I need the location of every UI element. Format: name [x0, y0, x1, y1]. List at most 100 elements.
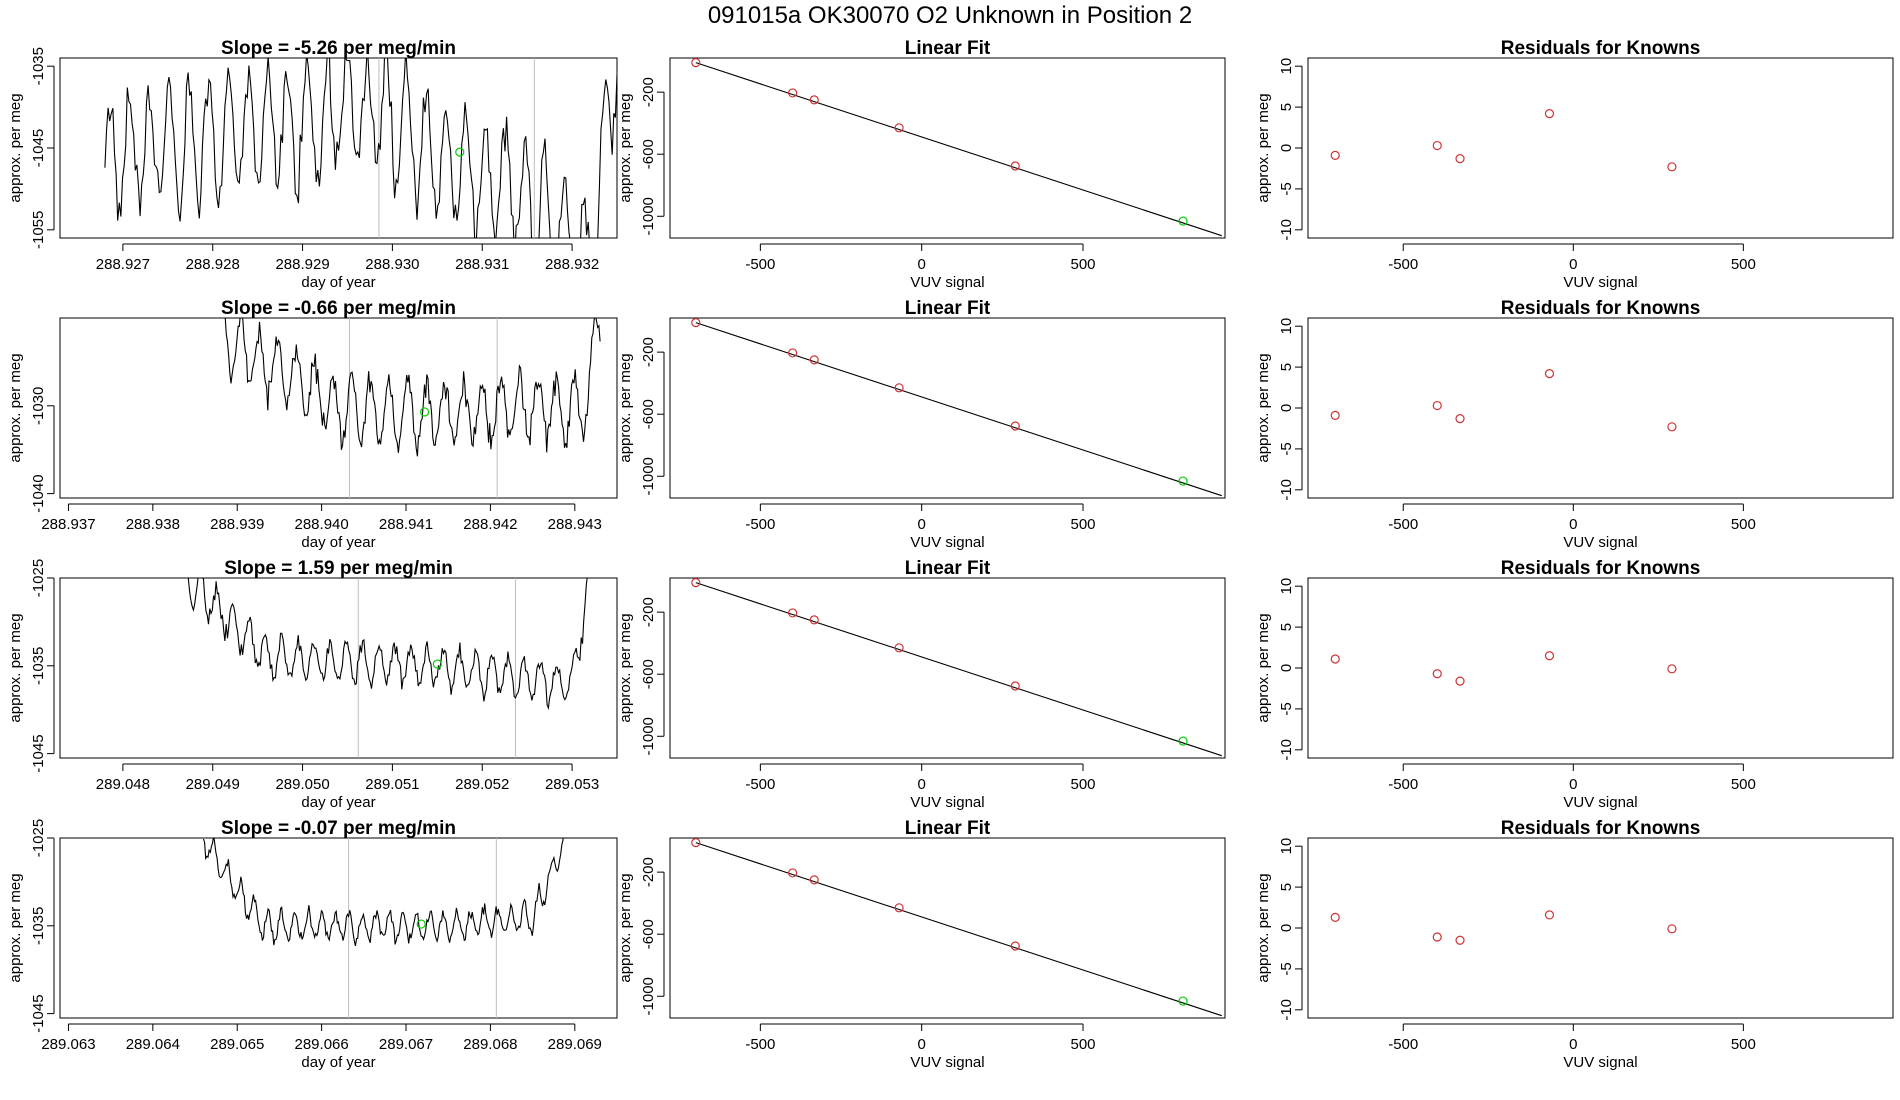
residual-point	[1330, 912, 1340, 922]
x-tick-label: 288.927	[96, 256, 150, 273]
x-tick-label: -500	[1388, 256, 1418, 273]
y-tick-label: -200	[640, 597, 657, 627]
known-standard-point	[1010, 161, 1020, 171]
known-standard-point	[788, 88, 798, 98]
plot-title: Residuals for Knowns	[1501, 38, 1701, 59]
x-tick-label: -500	[1388, 516, 1418, 533]
y-axis-label: approx. per meg	[1255, 613, 1272, 722]
known-standard-point	[788, 868, 798, 878]
unknown-point	[1178, 476, 1188, 486]
timeseries-trace	[224, 318, 601, 457]
plot-title: Residuals for Knowns	[1501, 298, 1701, 319]
residual-point	[1544, 109, 1555, 119]
plot-frame	[669, 317, 1226, 499]
fit-line	[695, 582, 1222, 757]
x-tick-label: 0	[1569, 776, 1577, 793]
y-tick-label: -5	[1278, 442, 1295, 455]
y-tick-label: 10	[1278, 578, 1295, 595]
x-tick-label: -500	[745, 516, 775, 533]
x-tick-label: 0	[918, 516, 926, 533]
known-standard-point	[809, 355, 819, 365]
plot-title: Linear Fit	[905, 298, 991, 319]
y-tick-label: -200	[640, 77, 657, 107]
residual-point	[1544, 651, 1555, 661]
timeseries-trace	[187, 578, 588, 711]
known-standard-point	[894, 643, 904, 653]
timeseries-trace	[202, 838, 564, 947]
x-tick-label: 289.053	[545, 776, 599, 793]
y-tick-label: -10	[1278, 219, 1295, 241]
plot-frame	[59, 317, 618, 499]
known-standard-point	[1010, 421, 1020, 431]
y-tick-label: 10	[1278, 318, 1295, 335]
y-axis-label: approx. per meg	[7, 93, 24, 202]
y-tick-label: -1030	[30, 387, 47, 425]
plot-title: Residuals for Knowns	[1501, 558, 1701, 579]
y-tick-label: -600	[640, 919, 657, 949]
plot-title: Linear Fit	[905, 38, 991, 59]
residuals-panel-r2-c2: Residuals for Knowns -500 0 500 VUV signal 10…	[1255, 558, 1894, 811]
unknown-sample-marker	[455, 147, 465, 157]
x-tick-label: -500	[1388, 776, 1418, 793]
x-axis-label: VUV signal	[910, 534, 984, 551]
x-tick-label: 0	[918, 776, 926, 793]
x-tick-label: 288.941	[379, 516, 433, 533]
y-tick-label: -1000	[640, 977, 657, 1015]
y-axis-label: approx. per meg	[617, 353, 634, 462]
x-tick-label: 288.939	[210, 516, 264, 533]
y-tick-label: -1025	[30, 819, 47, 857]
x-tick-label: 288.928	[186, 256, 240, 273]
y-axis-label: approx. per meg	[617, 613, 634, 722]
x-tick-label: 500	[1071, 516, 1096, 533]
y-tick-label: -5	[1278, 962, 1295, 975]
y-tick-label: -600	[640, 399, 657, 429]
x-tick-label: 288.937	[41, 516, 95, 533]
x-axis-label: VUV signal	[910, 1054, 984, 1071]
y-tick-label: -1045	[30, 129, 47, 167]
x-axis-label: day of year	[301, 1054, 375, 1071]
y-tick-label: 5	[1278, 623, 1295, 631]
y-axis-label: approx. per meg	[1255, 93, 1272, 202]
residual-point	[1455, 935, 1465, 945]
y-tick-label: -200	[640, 337, 657, 367]
x-tick-label: 500	[1731, 1036, 1756, 1053]
y-tick-label: 10	[1278, 58, 1295, 75]
residual-point	[1667, 664, 1677, 674]
y-tick-label: -1035	[30, 47, 47, 85]
y-tick-label: 0	[1278, 144, 1295, 152]
x-tick-label: 288.938	[126, 516, 180, 533]
x-tick-label: 289.066	[295, 1036, 349, 1053]
x-tick-label: 288.929	[275, 256, 329, 273]
x-axis-label: VUV signal	[1563, 274, 1637, 291]
residual-point	[1544, 369, 1555, 379]
x-tick-label: 289.050	[275, 776, 329, 793]
plot-frame	[59, 577, 618, 759]
plot-frame	[59, 57, 618, 239]
residual-point	[1330, 654, 1340, 664]
y-tick-label: -10	[1278, 739, 1295, 761]
y-tick-label: 5	[1278, 363, 1295, 371]
x-tick-label: 289.063	[41, 1036, 95, 1053]
residual-point	[1432, 400, 1442, 411]
x-axis-label: VUV signal	[1563, 534, 1637, 551]
y-tick-label: -1035	[30, 907, 47, 945]
y-axis-label: approx. per meg	[617, 93, 634, 202]
x-axis-label: VUV signal	[1563, 1054, 1637, 1071]
x-axis-label: VUV signal	[910, 274, 984, 291]
x-axis-label: day of year	[301, 534, 375, 551]
residual-point	[1432, 140, 1442, 151]
x-tick-label: 289.049	[186, 776, 240, 793]
y-tick-label: -1000	[640, 457, 657, 495]
timeseries-panel-r1-c0: Slope = -0.66 per meg/min 288.937 288.938 2…	[7, 298, 618, 551]
residual-point	[1432, 669, 1442, 679]
residual-point	[1432, 932, 1442, 942]
residual-point	[1455, 154, 1465, 164]
x-tick-label: 500	[1731, 776, 1756, 793]
y-axis-label: approx. per meg	[617, 873, 634, 982]
y-tick-label: 0	[1278, 664, 1295, 672]
y-tick-label: -1040	[30, 474, 47, 512]
y-tick-label: -5	[1278, 702, 1295, 715]
residual-point	[1667, 422, 1677, 432]
